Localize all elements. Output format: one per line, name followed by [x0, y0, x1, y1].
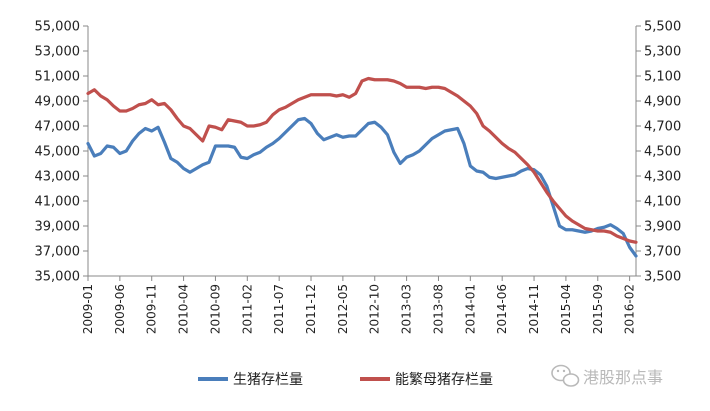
x-tick-label: 2014-11: [527, 284, 541, 334]
x-tick-label: 2009-06: [113, 284, 127, 334]
x-tick-label: 2011-12: [304, 284, 318, 334]
x-tick-label: 2012-10: [368, 284, 382, 334]
y-left-tick-label: 37,000: [35, 245, 81, 260]
y-left-tick-label: 53,000: [35, 45, 81, 60]
y-right-tick-label: 4,300: [644, 170, 681, 185]
y-left-tick-label: 49,000: [35, 95, 81, 110]
y-right-tick-label: 3,900: [644, 220, 681, 235]
x-tick-label: 2010-04: [177, 284, 191, 334]
watermark-text: 港股那点事: [583, 368, 663, 387]
y-right-tick-label: 5,500: [644, 20, 681, 35]
y-right-tick-label: 4,900: [644, 95, 681, 110]
y-left-tick-label: 47,000: [35, 120, 81, 135]
watermark: 港股那点事: [551, 364, 663, 387]
y-left-tick-label: 55,000: [35, 20, 81, 35]
y-left-tick-label: 39,000: [35, 220, 81, 235]
y-right-tick-label: 3,700: [644, 245, 681, 260]
x-tick-label: 2013-03: [400, 284, 414, 334]
x-tick-label: 2012-05: [336, 284, 350, 334]
axes: [83, 25, 641, 281]
x-tick-label: 2014-01: [463, 284, 477, 334]
series-layer: [86, 76, 638, 258]
x-tick-label: 2009-11: [145, 284, 159, 334]
legend-label-series-1: 能繁母猪存栏量: [395, 372, 493, 388]
legend: 生猪存栏量 能繁母猪存栏量: [198, 372, 493, 388]
x-tick-label: 2011-07: [272, 284, 286, 334]
y-right-tick-label: 3,500: [644, 270, 681, 285]
y-left-tick-label: 41,000: [35, 195, 81, 210]
x-tick-label: 2015-04: [559, 284, 573, 334]
x-tick-label: 2009-01: [81, 284, 95, 334]
x-tick-label: 2010-09: [208, 284, 222, 334]
y-right-tick-label: 5,100: [644, 70, 681, 85]
y-right-tick-label: 4,500: [644, 145, 681, 160]
y-left-tick-label: 43,000: [35, 170, 81, 185]
series-line-1: [86, 76, 638, 244]
y-right-tick-label: 5,300: [644, 45, 681, 60]
y-right-tick-label: 4,100: [644, 195, 681, 210]
y-left-tick-label: 35,000: [35, 270, 81, 285]
y-left-tick-label: 51,000: [35, 70, 81, 85]
legend-label-series-0: 生猪存栏量: [233, 372, 303, 388]
series-line-0: [86, 116, 638, 258]
x-tick-label: 2013-08: [431, 284, 445, 334]
x-tick-label: 2015-09: [591, 284, 605, 334]
x-tick-label: 2016-02: [623, 284, 637, 334]
y-right-tick-label: 4,700: [644, 120, 681, 135]
tick-labels: 35,000 37,000 39,000 41,000 43,000 45,000 47,0…: [35, 20, 682, 335]
x-tick-label: 2014-06: [495, 284, 509, 334]
wechat-icon: [551, 364, 580, 387]
x-tick-label: 2011-02: [240, 284, 254, 334]
y-left-tick-label: 45,000: [35, 145, 81, 160]
